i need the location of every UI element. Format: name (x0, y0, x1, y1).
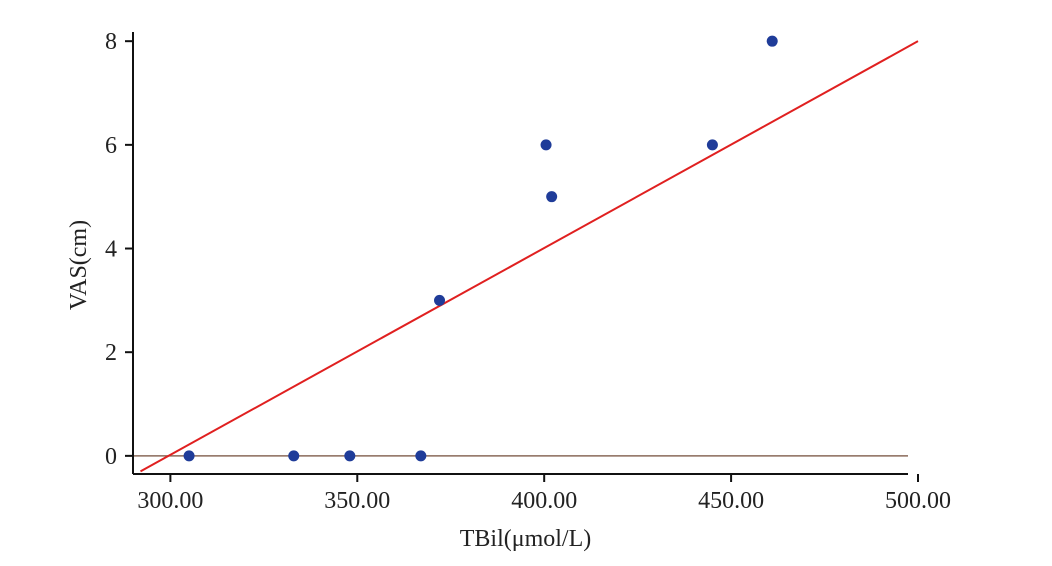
data-point (344, 450, 356, 462)
y-tick-label: 4 (105, 237, 117, 263)
data-point (540, 139, 552, 151)
data-point (546, 191, 558, 203)
x-tick-label: 350.00 (324, 488, 390, 514)
y-tick-label: 0 (105, 444, 117, 470)
regression-line (139, 40, 919, 473)
data-point (706, 139, 718, 151)
axes: 300.00 350.00 400.00 450.00 500.00 0 2 4 6 8 (105, 29, 951, 514)
x-axis-label: TBil(μmol/L) (460, 526, 592, 552)
y-tick-label: 2 (105, 340, 117, 366)
y-axis-label: VAS(cm) (66, 220, 92, 310)
y-tick-label: 6 (105, 133, 117, 159)
data-point (766, 35, 778, 47)
x-tick-label: 500.00 (885, 488, 951, 514)
x-tick-label: 300.00 (137, 488, 203, 514)
data-point (434, 294, 446, 306)
plot-area (133, 35, 919, 473)
data-point (288, 450, 300, 462)
data-point (183, 450, 195, 462)
x-tick-label: 450.00 (698, 488, 764, 514)
data-point (415, 450, 427, 462)
x-tick-label: 400.00 (511, 488, 577, 514)
y-tick-label: 8 (105, 29, 117, 55)
